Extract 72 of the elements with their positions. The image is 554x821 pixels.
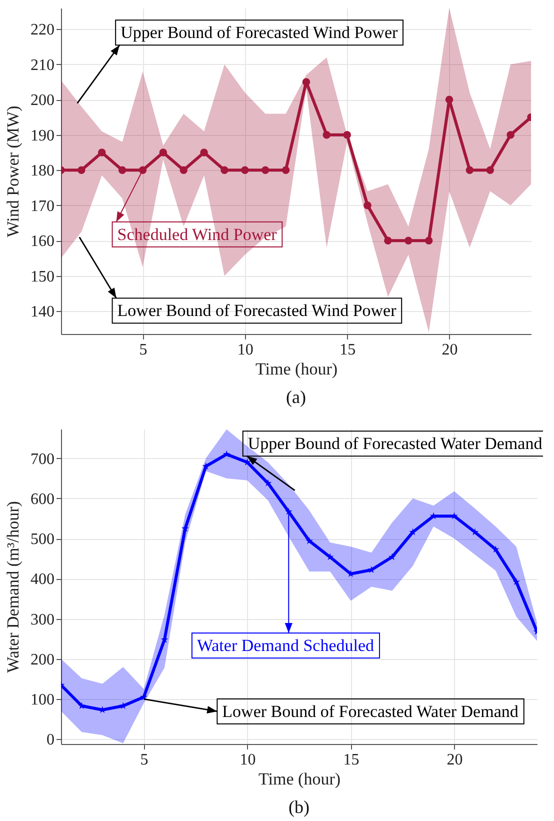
point	[486, 166, 494, 174]
x-axis-title: Time (hour)	[258, 770, 341, 788]
y-tick-label: 100	[30, 692, 54, 709]
point	[306, 537, 314, 544]
x-tick-label: 5	[139, 342, 148, 358]
point	[424, 236, 433, 244]
y-tick-label: 500	[30, 531, 54, 548]
point	[284, 508, 292, 515]
point	[98, 148, 106, 156]
point	[445, 96, 454, 104]
point	[466, 166, 474, 174]
y-tick-label: 700	[30, 450, 54, 468]
y-tick-label: 400	[30, 571, 54, 588]
point	[78, 166, 86, 174]
point	[450, 512, 458, 520]
point	[222, 450, 230, 458]
y-tick-label: 200	[30, 651, 54, 668]
point	[241, 166, 249, 174]
x-tick-label: 15	[343, 752, 360, 768]
point	[404, 236, 412, 244]
y-tick-label: 300	[30, 611, 54, 628]
x-tick-label: 10	[240, 752, 256, 768]
y-tick-label: 600	[30, 490, 54, 508]
y-tick-label: 140	[30, 304, 54, 321]
point	[118, 166, 126, 174]
point	[180, 166, 188, 174]
point	[159, 148, 168, 156]
x-tick-label: 15	[340, 342, 356, 358]
point	[138, 166, 147, 174]
x-tick-label: 5	[140, 752, 148, 768]
point	[512, 578, 520, 586]
point	[282, 166, 290, 174]
point	[384, 236, 392, 244]
y-tick-label: 220	[30, 22, 54, 39]
annotation: Lower Bound of Forecasted Water Demand	[222, 702, 519, 721]
point	[388, 553, 396, 560]
y-tick-label: 150	[30, 268, 54, 286]
point	[322, 131, 331, 139]
x-tick-label: 20	[442, 342, 458, 358]
y-tick-label: 210	[30, 56, 54, 74]
point	[326, 553, 334, 560]
point	[471, 528, 479, 536]
point	[492, 546, 500, 553]
annotation: Upper Bound of Forecasted Wind Power	[120, 23, 398, 42]
legend-label: Water Demand Scheduled	[196, 636, 375, 656]
point	[409, 528, 417, 536]
text: (b)	[288, 797, 310, 817]
y-tick-label: 170	[30, 198, 54, 215]
annotation: Lower Bound of Forecasted Wind Power	[117, 301, 397, 320]
y-tick-label: 190	[30, 127, 54, 144]
point	[364, 201, 372, 210]
y-tick-label: 200	[30, 92, 54, 110]
x-axis-title: Time (hour)	[255, 360, 338, 378]
x-tick-label: 10	[237, 342, 254, 358]
point	[78, 702, 86, 710]
point	[261, 166, 270, 174]
x-tick-label: 20	[446, 752, 463, 768]
y-axis-title: Wind Power (MW)	[4, 106, 22, 238]
text: (a)	[286, 387, 306, 407]
point	[264, 479, 272, 486]
y-tick-label: 180	[30, 162, 54, 180]
point	[343, 131, 351, 139]
legend-label: Scheduled Wind Power	[117, 224, 278, 244]
y-tick-label: 0	[46, 732, 54, 749]
annotation: Upper Bound of Forecasted Water Demand	[248, 434, 543, 454]
y-tick-label: 160	[30, 233, 54, 250]
point	[302, 78, 310, 86]
point	[220, 166, 228, 174]
point	[430, 512, 438, 520]
y-axis-title: Water Demand (m³/hour)	[4, 501, 22, 673]
point	[506, 131, 514, 139]
point	[200, 148, 208, 156]
